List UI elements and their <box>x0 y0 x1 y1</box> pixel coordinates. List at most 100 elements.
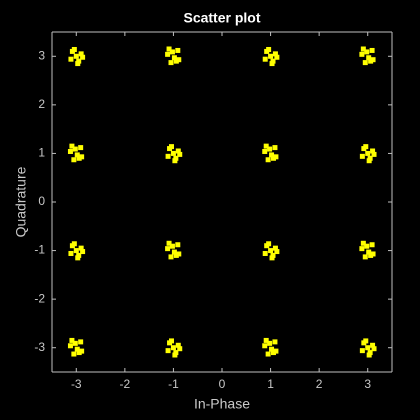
point <box>364 243 370 249</box>
x-tick-label: 2 <box>316 377 323 391</box>
point <box>272 145 278 151</box>
point <box>75 61 81 67</box>
point <box>177 346 183 352</box>
point <box>74 152 80 158</box>
point <box>169 49 175 55</box>
x-tick-label: -3 <box>71 377 82 391</box>
x-tick-label: 1 <box>267 377 274 391</box>
point <box>366 249 372 255</box>
point <box>272 51 278 57</box>
point <box>68 250 74 256</box>
point <box>80 249 86 255</box>
point <box>75 255 81 261</box>
x-tick-label: -1 <box>168 377 179 391</box>
point <box>269 346 275 352</box>
point <box>360 240 366 246</box>
point <box>266 241 272 247</box>
point <box>362 254 368 260</box>
point <box>359 51 365 57</box>
y-tick-label: -2 <box>34 291 45 305</box>
point <box>265 351 271 357</box>
point <box>368 58 374 64</box>
point <box>267 340 273 346</box>
point <box>170 345 176 351</box>
point <box>80 54 86 60</box>
point <box>69 337 75 343</box>
point <box>71 241 77 247</box>
point <box>359 246 365 252</box>
point <box>269 255 275 261</box>
point <box>78 339 84 345</box>
point <box>360 46 366 52</box>
point <box>263 143 269 149</box>
point <box>165 348 171 354</box>
point <box>362 60 368 66</box>
point <box>262 250 268 256</box>
point <box>369 47 375 53</box>
point <box>71 351 77 357</box>
point <box>168 338 174 344</box>
point <box>72 340 78 346</box>
point <box>365 345 371 351</box>
point <box>366 158 372 164</box>
point <box>274 249 280 255</box>
chart-title: Scatter plot <box>183 10 260 26</box>
y-axis-label: Quadrature <box>13 166 29 237</box>
point <box>169 243 175 249</box>
point <box>366 55 372 61</box>
point <box>359 153 365 159</box>
point <box>67 148 73 154</box>
point <box>262 343 268 349</box>
point <box>370 148 376 154</box>
point <box>272 339 278 345</box>
point <box>172 352 178 358</box>
x-tick-label: 0 <box>219 377 226 391</box>
point <box>272 245 278 251</box>
point <box>168 144 174 150</box>
point <box>171 55 177 61</box>
y-tick-label: -3 <box>34 340 45 354</box>
point <box>369 242 375 248</box>
y-tick-label: -1 <box>34 243 45 257</box>
point <box>72 146 78 152</box>
point <box>262 56 268 62</box>
point <box>270 350 276 356</box>
point <box>175 47 181 53</box>
point <box>73 248 79 254</box>
x-tick-label: -2 <box>120 377 131 391</box>
x-axis-label: In-Phase <box>194 396 250 412</box>
point <box>166 46 172 52</box>
point <box>268 248 274 254</box>
point <box>172 158 178 164</box>
point <box>274 54 280 60</box>
point <box>368 252 374 258</box>
point <box>71 157 77 163</box>
point <box>73 53 79 59</box>
point <box>359 348 365 354</box>
point <box>78 51 84 57</box>
point <box>269 152 275 158</box>
point <box>166 240 172 246</box>
point <box>168 254 174 260</box>
point <box>262 148 268 154</box>
point <box>268 53 274 59</box>
point <box>76 155 82 161</box>
point <box>171 249 177 255</box>
point <box>265 157 271 163</box>
x-tick-label: 3 <box>364 377 371 391</box>
point <box>177 151 183 157</box>
point <box>76 350 82 356</box>
point <box>371 346 377 352</box>
point <box>175 342 181 348</box>
point <box>371 151 377 157</box>
point <box>173 58 179 64</box>
point <box>364 49 370 55</box>
point <box>366 352 372 358</box>
point <box>175 242 181 248</box>
point <box>165 153 171 159</box>
point <box>266 46 272 52</box>
point <box>74 346 80 352</box>
point <box>165 51 171 57</box>
